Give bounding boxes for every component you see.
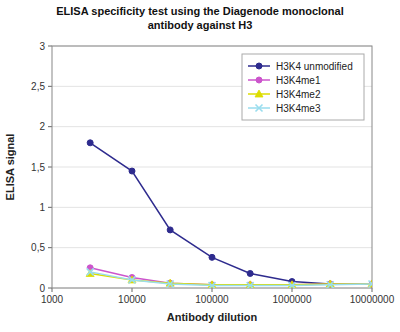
x-tick <box>292 288 293 292</box>
chart-container: 0 0,5 1 1,5 2 2,5 3 1000 10000 100000 1000000 10000… <box>0 0 400 332</box>
series <box>86 269 372 287</box>
x-tick <box>52 288 53 292</box>
x-tick-label: 1000 <box>41 294 64 305</box>
legend-marker <box>256 77 262 83</box>
data-point <box>167 280 174 287</box>
y-axis-label: ELISA signal <box>4 134 16 201</box>
y-tick-label: 2,5 <box>31 81 45 92</box>
y-tick <box>48 126 52 127</box>
title-line: antibody against H3 <box>148 19 253 31</box>
data-point <box>167 227 173 233</box>
grid-line <box>52 167 372 168</box>
legend-item: H3K4 unmodified <box>248 61 353 72</box>
legend-marker <box>256 105 263 112</box>
grid-line <box>52 247 372 248</box>
x-tick-label: 10000 <box>118 294 146 305</box>
data-point <box>129 276 136 283</box>
data-point <box>129 168 135 174</box>
chart-title: ELISA specificity test using the Diageno… <box>56 5 343 31</box>
data-point <box>87 140 93 146</box>
series <box>87 265 372 288</box>
y-tick <box>48 86 52 87</box>
x-tick <box>132 288 133 292</box>
page: {"chart_data": { "type": "line", "title"… <box>0 0 400 332</box>
x-axis-label: Antibody dilution <box>167 311 258 323</box>
series-line <box>90 143 372 284</box>
data-point <box>209 282 216 288</box>
legend-label: H3K4me1 <box>276 75 321 86</box>
y-tick <box>48 288 52 289</box>
grid-line <box>52 207 372 208</box>
title-line: ELISA specificity test using the Diageno… <box>56 5 343 17</box>
data-point <box>289 282 296 288</box>
legend-box <box>242 54 364 120</box>
y-tick <box>48 46 52 47</box>
x-tick <box>372 288 373 292</box>
data-layer <box>86 140 372 288</box>
y-tick <box>48 167 52 168</box>
legend-item: H3K4me3 <box>248 103 321 114</box>
y-tick-label: 1,5 <box>31 162 45 173</box>
plot-area <box>52 46 372 288</box>
y-tick-label: 0 <box>39 283 45 294</box>
y-tick-label: 0,5 <box>31 242 45 253</box>
x-tick-label: 1000000 <box>273 294 312 305</box>
series <box>87 268 372 288</box>
legend-marker <box>255 90 263 97</box>
series <box>87 140 372 287</box>
chart-svg: 0 0,5 1 1,5 2 2,5 3 1000 10000 100000 1000000 10000… <box>0 0 400 332</box>
legend-item: H3K4me2 <box>248 89 321 100</box>
legend-label: H3K4me2 <box>276 89 321 100</box>
y-tick-label: 2 <box>39 121 45 132</box>
axes: 0 0,5 1 1,5 2 2,5 3 1000 10000 100000 1000000 10000… <box>31 41 395 306</box>
y-tick <box>48 207 52 208</box>
y-tick-label: 3 <box>39 41 45 52</box>
legend-label: H3K4me3 <box>276 103 321 114</box>
legend: H3K4 unmodified H3K4me1 H3K4me2 H3K4me3 <box>242 54 364 120</box>
x-tick-label: 100000 <box>195 294 229 305</box>
legend-label: H3K4 unmodified <box>276 61 353 72</box>
data-point <box>327 281 334 288</box>
grid <box>52 46 372 288</box>
plot-frame <box>52 46 372 288</box>
y-tick-label: 1 <box>39 202 45 213</box>
grid-line <box>52 126 372 127</box>
x-tick <box>212 288 213 292</box>
data-point <box>247 282 254 288</box>
x-tick-label: 10000000 <box>350 294 395 305</box>
data-point <box>247 270 253 276</box>
y-tick <box>48 247 52 248</box>
data-point <box>209 254 215 260</box>
data-point <box>369 280 373 287</box>
data-point <box>87 268 94 275</box>
legend-marker <box>256 63 262 69</box>
legend-item: H3K4me1 <box>248 75 321 86</box>
